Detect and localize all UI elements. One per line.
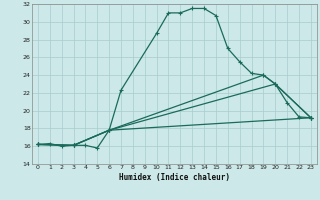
X-axis label: Humidex (Indice chaleur): Humidex (Indice chaleur) [119,173,230,182]
